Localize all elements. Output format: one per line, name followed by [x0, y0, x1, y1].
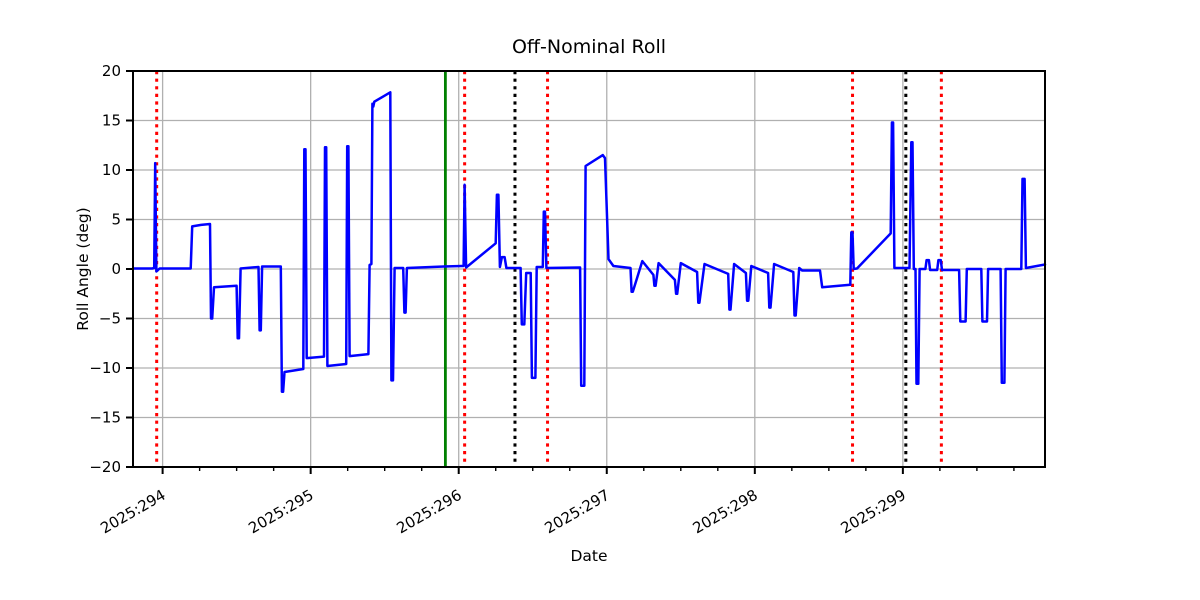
- y-tick-label: 0: [111, 260, 121, 278]
- x-tick-label: 2025:297: [542, 486, 613, 538]
- x-tick-label: 2025:299: [838, 486, 909, 538]
- x-axis-label: Date: [570, 547, 608, 565]
- y-tick-label: 15: [102, 112, 121, 130]
- y-tick-label: 5: [111, 211, 121, 229]
- y-tick-label: 10: [102, 161, 121, 179]
- roll-angle-line: [131, 91, 1047, 394]
- x-tick-label: 2025:295: [245, 486, 316, 538]
- y-tick-label: −5: [99, 310, 121, 328]
- x-tick-label: 2025:296: [393, 486, 464, 538]
- y-tick-label: −20: [89, 458, 121, 476]
- x-tick-label: 2025:294: [97, 486, 168, 538]
- x-tick-label: 2025:298: [690, 486, 761, 538]
- y-tick-label: 20: [102, 62, 121, 80]
- y-axis-label: Roll Angle (deg): [74, 207, 92, 331]
- y-tick-label: −15: [89, 409, 121, 427]
- y-tick-label: −10: [89, 359, 121, 377]
- chart-title: Off-Nominal Roll: [511, 36, 667, 58]
